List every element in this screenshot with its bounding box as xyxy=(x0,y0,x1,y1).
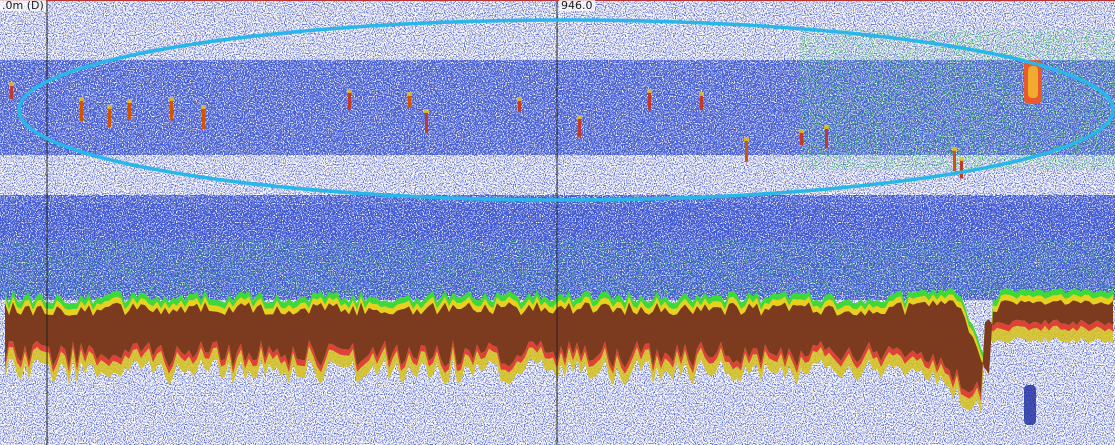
fish-mark-halo xyxy=(107,105,112,109)
fish-mark-halo xyxy=(127,99,132,103)
fish-mark xyxy=(578,118,581,138)
fish-mark-halo xyxy=(647,89,652,93)
fish-mark-halo xyxy=(824,125,829,129)
fish-mark xyxy=(202,108,205,130)
fish-mark xyxy=(648,92,651,111)
fish-mark xyxy=(825,128,828,149)
fish-mark-halo xyxy=(517,97,522,101)
green-patch xyxy=(800,30,1115,170)
label-bg xyxy=(559,0,595,11)
highlight-ellipse xyxy=(17,18,1115,202)
fish-mark xyxy=(700,95,703,110)
fish-mark xyxy=(170,100,173,121)
fish-mark-halo xyxy=(959,157,964,161)
fish-school-deep xyxy=(1024,385,1036,425)
fish-mark-halo xyxy=(952,147,957,151)
fish-mark-halo xyxy=(744,137,749,141)
fish-mark xyxy=(800,132,803,146)
fish-mark-halo xyxy=(79,97,84,101)
fish-mark-halo xyxy=(407,92,412,96)
seabed-core xyxy=(5,300,1113,395)
fish-mark-halo xyxy=(424,109,429,113)
ping-label: 946.0 xyxy=(561,0,593,12)
fish-mark xyxy=(348,92,351,110)
fish-mark-halo xyxy=(577,115,582,119)
fish-mark-halo xyxy=(347,89,352,93)
fish-school-core xyxy=(1028,66,1038,98)
fish-mark xyxy=(128,102,131,120)
fish-mark xyxy=(408,95,411,108)
fish-marks xyxy=(9,60,1042,425)
depth-label: .0m (D) xyxy=(2,0,44,12)
label-bg xyxy=(0,0,46,11)
fish-mark xyxy=(960,160,963,179)
fish-mark-halo xyxy=(799,129,804,133)
fish-mark xyxy=(108,108,111,127)
fish-mark xyxy=(745,140,748,162)
fish-mark-halo xyxy=(9,82,14,86)
fish-mark-halo xyxy=(169,97,174,101)
fish-mark xyxy=(425,112,428,134)
fish-mark xyxy=(953,150,956,172)
fish-mark xyxy=(10,85,13,99)
fish-mark xyxy=(80,100,83,121)
seabed xyxy=(5,288,1113,413)
fish-mark-halo xyxy=(699,92,704,96)
fish-mark-halo xyxy=(201,105,206,109)
fish-mark xyxy=(518,100,521,113)
